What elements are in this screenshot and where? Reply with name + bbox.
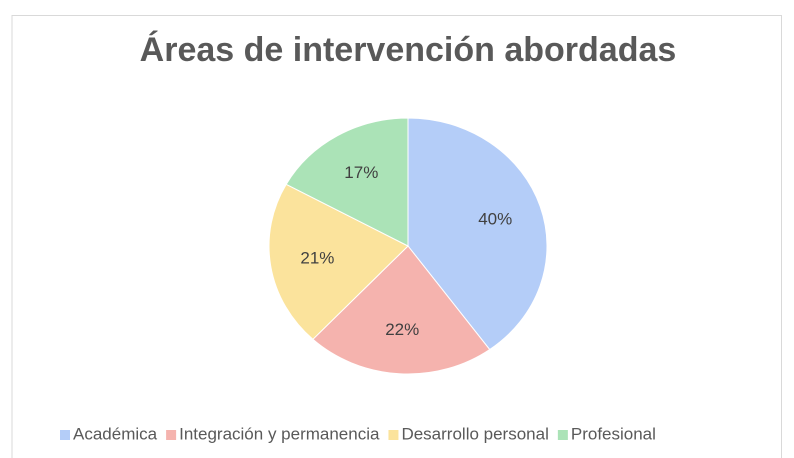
chart-title: Áreas de intervención abordadas bbox=[140, 31, 677, 69]
pie-slice bbox=[285, 117, 409, 247]
legend-swatch bbox=[60, 430, 70, 440]
legend-label: Desarrollo personal bbox=[401, 424, 548, 443]
data-label: 22% bbox=[385, 320, 419, 339]
legend-label: Profesional bbox=[571, 424, 656, 443]
chart-border bbox=[11, 15, 782, 458]
data-label: 21% bbox=[300, 249, 334, 268]
legend-swatch bbox=[166, 430, 177, 440]
pie-slice bbox=[312, 245, 491, 375]
legend-swatch bbox=[557, 430, 568, 440]
legend: Académica Integración y permanencia Desarr… bbox=[60, 424, 656, 443]
pie: 40% 22% 21% 17% bbox=[268, 117, 548, 375]
pie-slice bbox=[407, 117, 548, 351]
legend-label: Académica bbox=[73, 424, 158, 443]
data-label: 40% bbox=[478, 209, 512, 228]
pie-slice bbox=[268, 183, 409, 340]
legend-swatch bbox=[388, 430, 399, 440]
legend-label: Integración y permanencia bbox=[179, 424, 380, 443]
data-label: 17% bbox=[344, 163, 378, 182]
